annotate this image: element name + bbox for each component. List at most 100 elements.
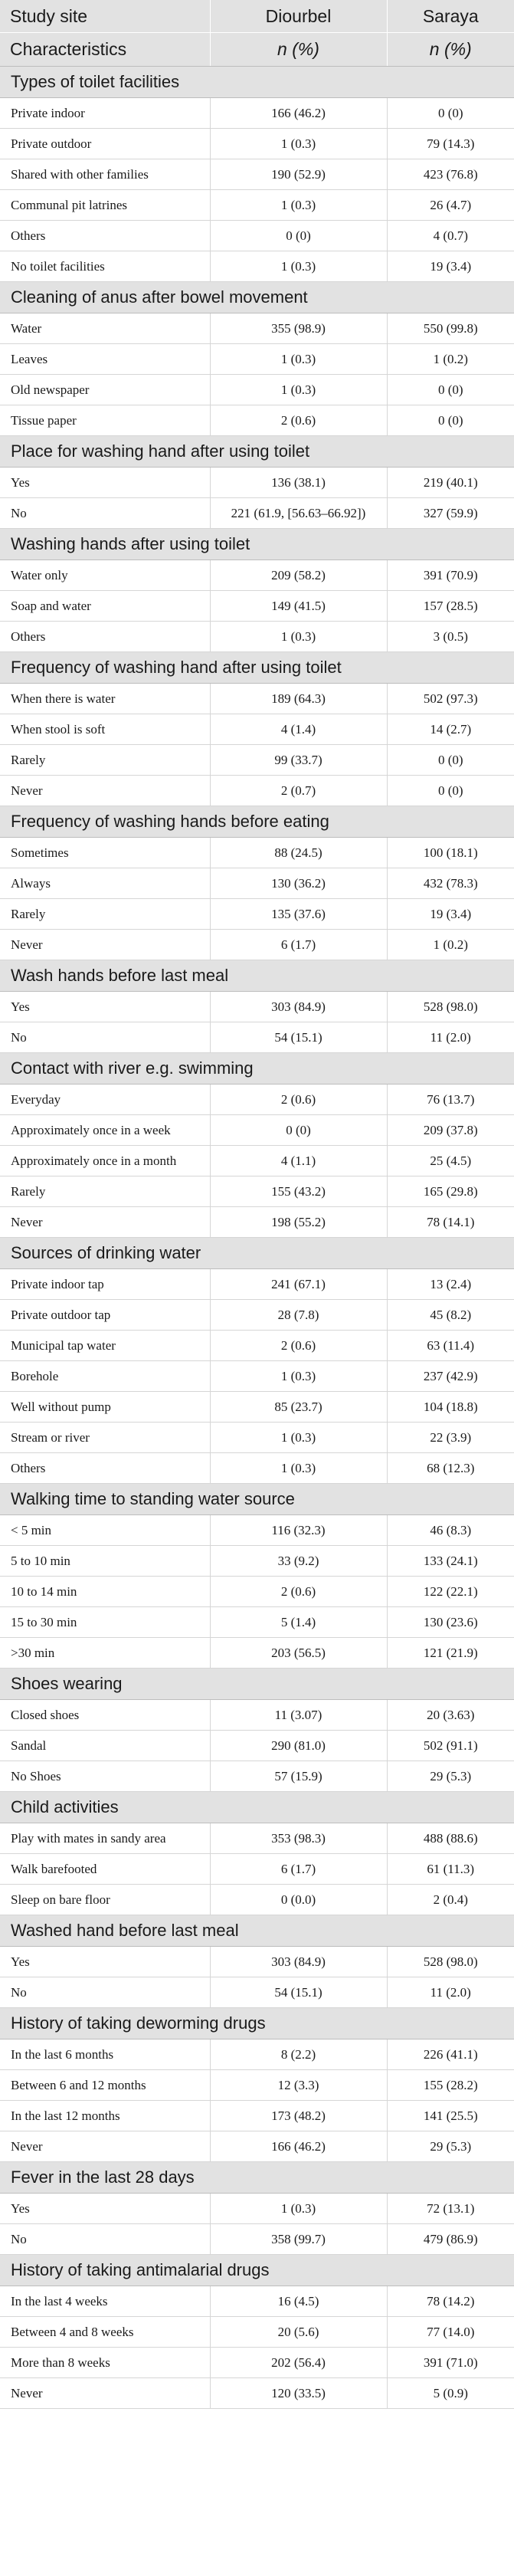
saraya-value: 550 (99.8) [386, 313, 514, 344]
section-title: Shoes wearing [0, 1668, 514, 1700]
row-label: Always [0, 868, 210, 899]
section-header-row: Washing hands after using toilet [0, 528, 514, 560]
table-row: In the last 6 months 8 (2.2) 226 (41.1) [0, 2039, 514, 2070]
diourbel-value: 189 (64.3) [209, 683, 387, 714]
diourbel-value: 1 (0.3) [209, 343, 387, 375]
row-label: Old newspaper [0, 374, 210, 405]
section-title: Frequency of washing hands before eating [0, 806, 514, 838]
diourbel-value: 0 (0) [209, 220, 387, 251]
table-row: No 54 (15.1) 11 (2.0) [0, 1977, 514, 2008]
row-label: Approximately once in a week [0, 1114, 210, 1146]
section-header-row: Place for washing hand after using toile… [0, 435, 514, 468]
row-label: Approximately once in a month [0, 1145, 210, 1176]
row-label: Leaves [0, 343, 210, 375]
saraya-value: 19 (3.4) [386, 251, 514, 282]
saraya-value: 219 (40.1) [386, 467, 514, 498]
diourbel-value: 2 (0.6) [209, 1330, 387, 1361]
table-row: Municipal tap water 2 (0.6) 63 (11.4) [0, 1330, 514, 1361]
table-row: Closed shoes 11 (3.07) 20 (3.63) [0, 1699, 514, 1731]
row-label: Yes [0, 1946, 210, 1977]
saraya-value: 22 (3.9) [386, 1422, 514, 1453]
diourbel-value: 11 (3.07) [209, 1699, 387, 1731]
table-row: Yes 303 (84.9) 528 (98.0) [0, 1946, 514, 1977]
diourbel-value: 16 (4.5) [209, 2286, 387, 2317]
header-diourbel-unit: n (%) [209, 32, 387, 67]
saraya-value: 122 (22.1) [386, 1576, 514, 1607]
row-label: Yes [0, 991, 210, 1022]
diourbel-value: 1 (0.3) [209, 1452, 387, 1484]
saraya-value: 11 (2.0) [386, 1022, 514, 1053]
diourbel-value: 2 (0.7) [209, 775, 387, 806]
table-row: More than 8 weeks 202 (56.4) 391 (71.0) [0, 2347, 514, 2378]
diourbel-value: 4 (1.1) [209, 1145, 387, 1176]
table-row: Soap and water 149 (41.5) 157 (28.5) [0, 590, 514, 622]
row-label: Closed shoes [0, 1699, 210, 1731]
diourbel-value: 198 (55.2) [209, 1206, 387, 1238]
diourbel-value: 303 (84.9) [209, 1946, 387, 1977]
saraya-value: 61 (11.3) [386, 1853, 514, 1885]
diourbel-value: 166 (46.2) [209, 97, 387, 129]
diourbel-value: 33 (9.2) [209, 1545, 387, 1577]
table-row: Old newspaper 1 (0.3) 0 (0) [0, 374, 514, 405]
section-header-row: Walking time to standing water source [0, 1483, 514, 1515]
row-label: Never [0, 1206, 210, 1238]
saraya-value: 46 (8.3) [386, 1514, 514, 1546]
header-characteristics: Characteristics [0, 32, 210, 67]
table-row: 15 to 30 min 5 (1.4) 130 (23.6) [0, 1606, 514, 1638]
saraya-value: 165 (29.8) [386, 1176, 514, 1207]
table-row: Walk barefooted 6 (1.7) 61 (11.3) [0, 1853, 514, 1885]
saraya-value: 209 (37.8) [386, 1114, 514, 1146]
diourbel-value: 54 (15.1) [209, 1022, 387, 1053]
section-header-row: History of taking antimalarial drugs [0, 2254, 514, 2286]
diourbel-value: 2 (0.6) [209, 1576, 387, 1607]
row-label: < 5 min [0, 1514, 210, 1546]
saraya-value: 0 (0) [386, 374, 514, 405]
diourbel-value: 166 (46.2) [209, 2131, 387, 2162]
table-row: When there is water 189 (64.3) 502 (97.3) [0, 683, 514, 714]
table-row: Leaves 1 (0.3) 1 (0.2) [0, 343, 514, 375]
table-row: No 54 (15.1) 11 (2.0) [0, 1022, 514, 1053]
section-title: Fever in the last 28 days [0, 2161, 514, 2194]
saraya-value: 13 (2.4) [386, 1268, 514, 1300]
row-label: Between 4 and 8 weeks [0, 2316, 210, 2348]
table-row: No 358 (99.7) 479 (86.9) [0, 2223, 514, 2255]
diourbel-value: 1 (0.3) [209, 374, 387, 405]
saraya-value: 4 (0.7) [386, 220, 514, 251]
saraya-value: 26 (4.7) [386, 189, 514, 221]
header-saraya-unit: n (%) [386, 32, 514, 67]
row-label: Stream or river [0, 1422, 210, 1453]
section-title: Sources of drinking water [0, 1237, 514, 1269]
table-row: No 221 (61.9, [56.63–66.92]) 327 (59.9) [0, 497, 514, 529]
table-row: Sandal 290 (81.0) 502 (91.1) [0, 1730, 514, 1761]
saraya-value: 5 (0.9) [386, 2377, 514, 2409]
section-header-row: Child activities [0, 1791, 514, 1823]
header-saraya: Saraya [386, 0, 514, 33]
table-row: Tissue paper 2 (0.6) 0 (0) [0, 405, 514, 436]
row-label: Municipal tap water [0, 1330, 210, 1361]
diourbel-value: 241 (67.1) [209, 1268, 387, 1300]
table-row: Between 4 and 8 weeks 20 (5.6) 77 (14.0) [0, 2316, 514, 2348]
saraya-value: 237 (42.9) [386, 1360, 514, 1392]
row-label: No [0, 1022, 210, 1053]
saraya-value: 2 (0.4) [386, 1884, 514, 1915]
row-label: Shared with other families [0, 159, 210, 190]
section-header-row: Frequency of washing hands before eating [0, 806, 514, 838]
diourbel-value: 6 (1.7) [209, 1853, 387, 1885]
diourbel-value: 173 (48.2) [209, 2100, 387, 2131]
section-header-row: Washed hand before last meal [0, 1915, 514, 1947]
row-label: When there is water [0, 683, 210, 714]
table-row: Never 120 (33.5) 5 (0.9) [0, 2377, 514, 2409]
table-row: Everyday 2 (0.6) 76 (13.7) [0, 1084, 514, 1115]
row-label: Borehole [0, 1360, 210, 1392]
saraya-value: 29 (5.3) [386, 1761, 514, 1792]
saraya-value: 488 (88.6) [386, 1823, 514, 1854]
subheader-row: Characteristics n (%) n (%) [0, 32, 514, 67]
diourbel-value: 120 (33.5) [209, 2377, 387, 2409]
table-row: 10 to 14 min 2 (0.6) 122 (22.1) [0, 1576, 514, 1607]
saraya-value: 133 (24.1) [386, 1545, 514, 1577]
row-label: When stool is soft [0, 714, 210, 745]
diourbel-value: 28 (7.8) [209, 1299, 387, 1331]
saraya-value: 0 (0) [386, 97, 514, 129]
row-label: No Shoes [0, 1761, 210, 1792]
saraya-value: 423 (76.8) [386, 159, 514, 190]
